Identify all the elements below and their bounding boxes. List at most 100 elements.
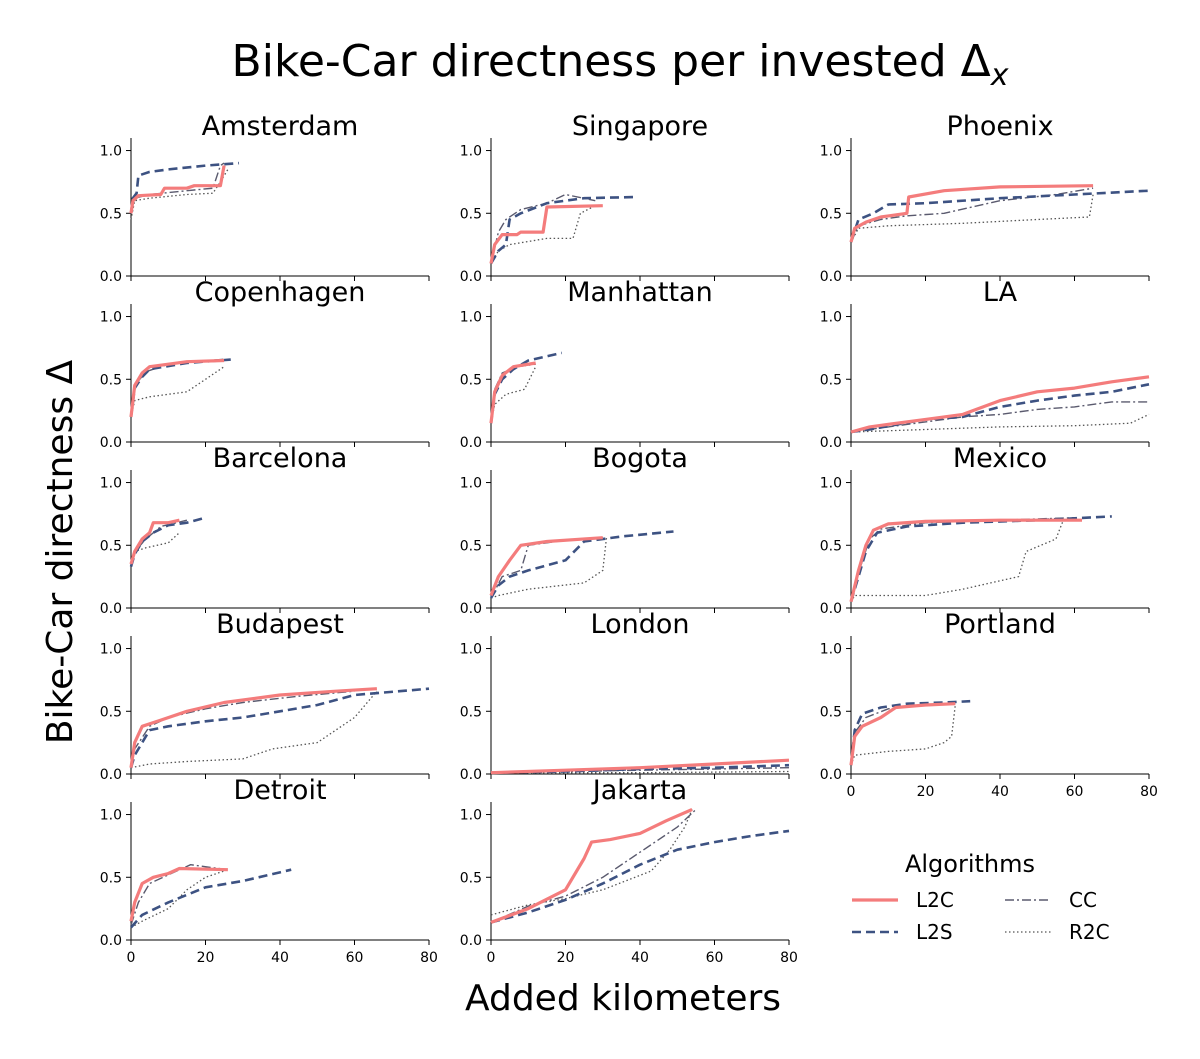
series-l2c-line [129,518,180,565]
x-tick-label: 80 [420,950,438,966]
y-tick-label: 1.0 [820,642,842,658]
series-l2s-line [129,161,240,214]
panel-title-la: LA [983,277,1018,308]
y-tick-label: 1.0 [460,144,482,160]
x-tick-label: 40 [991,784,1009,800]
panel-budapest: Budapest 0.0 0.5 1.0 [100,609,430,783]
series-l2c-line [490,758,790,775]
y-tick-label: 0.5 [460,206,482,222]
series-r2c-line [491,770,790,774]
y-tick-label: 1.0 [820,144,842,160]
y-tick-label: 0.0 [100,933,122,949]
y-tick-label: 1.0 [100,642,122,658]
y-tick-label: 0.0 [820,601,842,617]
series-l2c-line [129,165,226,214]
y-tick-label: 0.5 [820,704,842,720]
x-tick-label: 0 [127,950,136,966]
panel-title-singapore: Singapore [572,111,708,142]
series-r2c-line [850,704,956,766]
panel-title-bogota: Bogota [592,443,688,474]
series-cc-line [130,864,228,926]
series-cc-line [490,363,536,424]
panel-copenhagen: Copenhagen 0.0 0.5 1.0 [100,277,430,451]
y-tick-label: 1.0 [460,642,482,658]
panel-london: London 0.0 0.5 1.0 [460,609,790,783]
y-tick-label: 0.0 [820,269,842,285]
series-l2c-line [489,361,536,424]
y-tick-label: 1.0 [100,144,122,160]
y-tick-label: 0.5 [820,372,842,388]
series-r2c-line [490,205,596,264]
series-r2c-line [850,194,1094,243]
x-tick-label: 80 [780,950,798,966]
panel-title-barcelona: Barcelona [213,443,348,474]
y-tick-label: 1.0 [820,310,842,326]
legend-label: CC [1069,888,1097,912]
panel-bogota: Bogota 0.0 0.5 1.0 [460,443,790,617]
series-r2c-line [490,537,608,599]
y-tick-label: 0.5 [100,704,122,720]
series-r2c-line [490,366,537,424]
y-tick-label: 0.5 [100,206,122,222]
series-l2s-line [130,868,292,929]
y-tick-label: 0.5 [460,870,482,886]
series-l2c-line [489,536,603,597]
y-tick-label: 1.0 [460,808,482,824]
series-l2s-line [129,516,206,567]
legend-item-cc: CC [1005,888,1097,912]
title-subscript: x [990,58,1009,93]
x-tick-label: 60 [706,950,724,966]
series-l2c-line [489,204,603,264]
panel-manhattan: Manhattan 0.0 0.5 1.0 [460,277,790,451]
series-r2c-line [490,809,693,916]
y-tick-label: 0.5 [820,206,842,222]
y-tick-label: 0.5 [100,870,122,886]
y-tick-label: 1.0 [100,310,122,326]
x-axis-label: Added kilometers [465,978,781,1019]
series-l2s-line [490,829,790,924]
x-tick-label: 0 [847,784,856,800]
series-cc-line [490,808,697,924]
y-tick-label: 1.0 [460,476,482,492]
panel-title-detroit: Detroit [233,775,326,806]
series-cc-line [850,703,956,766]
y-tick-label: 0.0 [460,933,482,949]
y-tick-label: 0.5 [100,538,122,554]
y-tick-label: 1.0 [460,310,482,326]
series-cc-line [490,193,596,264]
series-cc-line [130,358,225,417]
series-l2c-line [850,375,1150,434]
legend-item-l2s: L2S [852,920,953,944]
legend-item-r2c: R2C [1005,920,1110,944]
y-tick-label: 0.5 [100,372,122,388]
x-tick-label: 80 [1140,784,1158,800]
x-tick-label: 40 [271,950,289,966]
y-tick-label: 0.0 [460,435,482,451]
y-tick-label: 1.0 [100,476,122,492]
y-tick-label: 0.0 [100,767,122,783]
series-cc-line [130,690,355,768]
panel-title-jakarta: Jakarta [591,775,687,806]
series-l2s-line [849,699,971,766]
x-tick-label: 0 [487,950,496,966]
y-tick-label: 0.0 [460,601,482,617]
y-tick-label: 0.5 [460,538,482,554]
series-l2c-line [129,687,377,768]
x-tick-label: 20 [557,950,575,966]
y-tick-label: 1.0 [820,476,842,492]
panel-phoenix: Phoenix 0.0 0.5 1.0 [820,111,1150,285]
panel-amsterdam: Amsterdam 0.0 0.5 1.0 [100,111,430,285]
legend-title: Algorithms [905,850,1035,878]
panels: Amsterdam0.00.51.0Singapore0.00.51.0Phoe… [100,111,1158,966]
legend: Algorithms L2C CC L2S R2C [852,850,1110,944]
series-l2c-line [129,358,225,418]
y-tick-label: 0.0 [100,435,122,451]
series-l2s-line [849,515,1112,603]
series-l2c-line [849,184,1094,243]
series-l2s-line [489,195,637,265]
series-l2s-line [489,530,674,599]
series-l2c-line [849,518,1082,603]
series-l2c-line [490,808,693,924]
panel-singapore: Singapore 0.0 0.5 1.0 [460,111,790,285]
